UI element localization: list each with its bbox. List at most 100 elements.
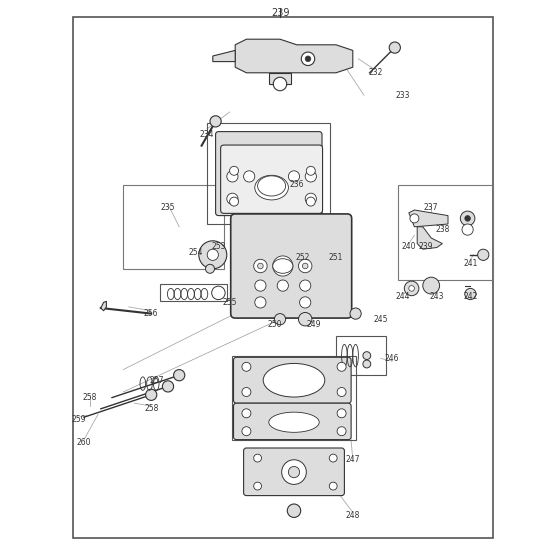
Polygon shape [409,210,448,227]
Circle shape [305,56,311,62]
Circle shape [210,116,221,127]
FancyBboxPatch shape [244,448,344,496]
Text: 244: 244 [396,292,410,301]
Bar [123,185,224,269]
Circle shape [274,314,286,325]
Circle shape [350,308,361,319]
Text: 232: 232 [368,68,382,77]
Circle shape [302,263,308,269]
Text: 243: 243 [430,292,444,301]
Circle shape [254,259,267,273]
Text: 260: 260 [77,438,91,447]
Text: 235: 235 [161,203,175,212]
Text: 254: 254 [189,248,203,256]
Text: 239: 239 [418,242,433,251]
Bar [336,336,386,375]
Text: 256: 256 [144,309,158,318]
Polygon shape [269,73,291,84]
FancyBboxPatch shape [216,132,322,216]
Bar [73,17,493,538]
FancyBboxPatch shape [231,214,352,318]
Circle shape [242,362,251,371]
Circle shape [298,259,312,273]
Ellipse shape [258,176,286,196]
Circle shape [337,409,346,418]
Circle shape [230,197,239,206]
Circle shape [242,388,251,396]
Circle shape [337,388,346,396]
Circle shape [478,249,489,260]
Circle shape [227,193,238,204]
Circle shape [230,166,239,175]
Circle shape [162,381,174,392]
Circle shape [363,360,371,368]
Circle shape [329,482,337,490]
Text: 247: 247 [346,455,360,464]
Polygon shape [235,39,353,73]
Circle shape [146,389,157,400]
Circle shape [462,224,473,235]
Text: 259: 259 [71,416,86,424]
Circle shape [212,286,225,300]
Ellipse shape [269,412,319,432]
Polygon shape [213,50,235,62]
Text: 242: 242 [463,292,478,301]
Text: 246: 246 [385,354,399,363]
Text: 258: 258 [144,404,158,413]
Polygon shape [101,301,106,311]
Text: 258: 258 [82,393,97,402]
Circle shape [206,264,214,273]
Circle shape [174,370,185,381]
Circle shape [273,77,287,91]
Circle shape [409,286,414,291]
Bar [207,123,330,224]
Text: 248: 248 [346,511,360,520]
Circle shape [242,427,251,436]
Circle shape [288,171,300,182]
Circle shape [255,297,266,308]
Circle shape [465,216,470,221]
Text: 250: 250 [267,320,282,329]
Circle shape [404,281,419,296]
FancyBboxPatch shape [221,145,323,213]
Text: 233: 233 [396,91,410,100]
Circle shape [255,280,266,291]
Circle shape [254,454,262,462]
Circle shape [273,256,293,276]
Circle shape [287,504,301,517]
Circle shape [465,288,476,300]
Circle shape [242,409,251,418]
Text: 251: 251 [329,253,343,262]
Circle shape [305,171,316,182]
Circle shape [363,352,371,360]
Text: 252: 252 [295,253,310,262]
Text: 238: 238 [435,225,450,234]
Circle shape [460,211,475,226]
Circle shape [282,460,306,484]
Circle shape [423,277,440,294]
Text: 237: 237 [424,203,438,212]
Text: 253: 253 [211,242,226,251]
Circle shape [337,427,346,436]
Ellipse shape [273,259,293,273]
Circle shape [258,263,263,269]
Circle shape [199,241,227,269]
Circle shape [337,362,346,371]
Circle shape [389,42,400,53]
Text: 239: 239 [270,8,290,18]
Text: 241: 241 [463,259,478,268]
Polygon shape [417,227,442,249]
Text: 249: 249 [306,320,321,329]
Circle shape [410,214,419,223]
Text: 257: 257 [150,376,164,385]
FancyBboxPatch shape [234,403,351,440]
Bar [398,185,493,280]
Circle shape [254,482,262,490]
Text: 245: 245 [374,315,388,324]
Circle shape [207,249,218,260]
Circle shape [288,466,300,478]
Circle shape [329,454,337,462]
Circle shape [227,171,238,182]
Text: 255: 255 [222,298,237,307]
Bar [232,356,356,440]
